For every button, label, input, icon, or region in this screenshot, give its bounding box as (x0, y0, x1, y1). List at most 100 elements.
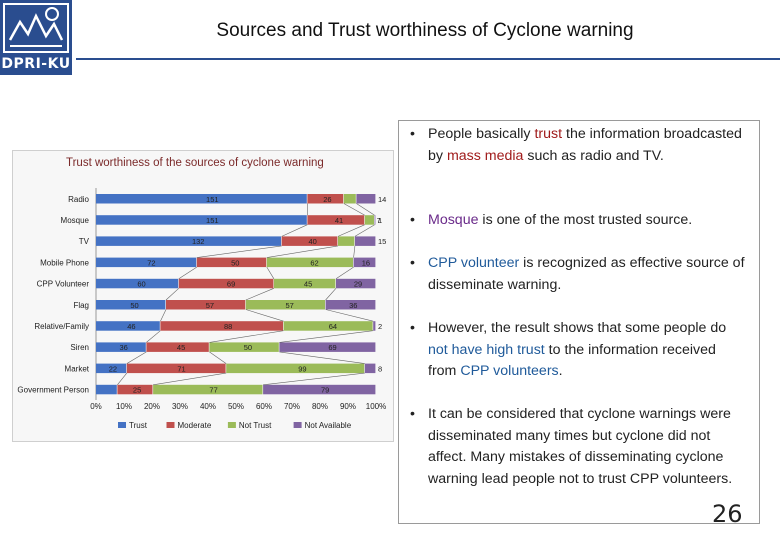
series-connector-line (354, 224, 375, 237)
data-label: 14 (378, 195, 386, 204)
series-connector-line (356, 203, 375, 216)
bar-segment-not-trust (266, 257, 353, 268)
text-segment: to the information received from (428, 341, 716, 380)
text-segment: the information broadcasted by (428, 126, 742, 164)
x-tick-label: 40% (200, 402, 216, 411)
series-connector-line (209, 330, 284, 343)
text-segment: such as radio and TV. (523, 147, 664, 164)
bar-segment-not-trust (226, 363, 365, 374)
slide-title: Sources and Trust worthiness of Cyclone … (216, 20, 634, 41)
bullet-symbol: • (410, 406, 415, 422)
bar-segment-moderate (281, 236, 338, 246)
bar-segment-trust (96, 194, 307, 204)
data-label: 2 (378, 322, 382, 331)
series-connector-line (325, 309, 374, 322)
data-label: 60 (137, 280, 145, 289)
bar-segment-not-trust (153, 384, 263, 395)
bar-segment-not-trust (338, 236, 355, 246)
series-connector-line (279, 330, 374, 343)
legend-swatch (293, 422, 302, 428)
series-connector-line (266, 266, 275, 279)
bar-segment-not-trust (209, 342, 279, 352)
series-connector-line (245, 309, 284, 322)
page-number: 26 (712, 500, 743, 528)
data-label: 8 (378, 364, 382, 373)
data-label: 88 (224, 322, 232, 331)
logo-text: DPRI-KU (1, 56, 71, 72)
bar-segment-not-trust (245, 300, 325, 310)
bullet-symbol: • (410, 320, 415, 336)
bar-segment-moderate (126, 363, 226, 374)
data-label: 29 (354, 280, 362, 289)
category-label: TV (79, 237, 90, 246)
x-tick-label: 70% (284, 402, 300, 411)
bullet-symbol: • (410, 212, 415, 228)
bar-segment-moderate (166, 300, 246, 310)
dpri-logo: DPRI-KU (0, 0, 72, 75)
bar-segment-trust (96, 384, 117, 395)
data-label: 57 (286, 301, 294, 310)
series-connector-line (245, 288, 275, 301)
category-label: Radio (68, 195, 89, 204)
data-label: 57 (206, 301, 214, 310)
bar-segment-trust (96, 278, 179, 289)
title-divider (76, 58, 780, 60)
bullet-text-box (398, 120, 760, 524)
bar-segment-not-available (325, 300, 376, 310)
bar-segment-not-available (353, 257, 376, 268)
data-label: 99 (298, 364, 306, 373)
data-label: 72 (147, 258, 155, 267)
bar-segment-trust (96, 321, 160, 331)
series-connector-line (209, 351, 227, 364)
bullet-text: CPP volunteer is recognized as effective… (428, 253, 748, 296)
bar-segment-not-available (263, 384, 376, 395)
highlighted-text: CPP volunteers (460, 363, 559, 379)
data-label: 45 (177, 343, 185, 352)
x-tick-label: 20% (144, 402, 160, 411)
data-label: 36 (349, 301, 357, 310)
bar-segment-not-trust (273, 278, 336, 289)
data-label: 15 (378, 237, 386, 246)
data-label: 50 (130, 301, 138, 310)
data-label: 26 (323, 195, 331, 204)
text-segment: is recognized as effective source of dis… (428, 255, 745, 293)
text-segment: It can be considered that cyclone warnin… (428, 406, 733, 487)
bar-segment-moderate (307, 194, 344, 204)
bullet-text: Mosque is one of the most trusted source… (428, 210, 748, 232)
series-connector-line (178, 266, 197, 280)
bar-segment-not-available (336, 278, 376, 289)
data-label: 71 (177, 364, 185, 373)
data-label: 151 (206, 195, 219, 204)
category-label: Flag (73, 301, 89, 310)
series-connector-line (146, 330, 161, 343)
highlighted-text: mass media (446, 147, 524, 164)
x-tick-label: 0% (90, 402, 102, 411)
x-tick-label: 100% (366, 402, 386, 411)
series-connector-line (279, 351, 365, 364)
bullet-text: People basically trust the information b… (428, 124, 748, 167)
bar-segment-not-trust (364, 215, 374, 225)
category-label: CPP Volunteer (37, 280, 90, 289)
data-label: 22 (109, 364, 117, 373)
x-tick-label: 80% (312, 402, 328, 411)
data-label: 62 (310, 258, 318, 267)
series-connector-line (337, 224, 365, 237)
bar-segment-moderate (117, 384, 153, 395)
bar-segment-moderate (146, 342, 209, 352)
series-connector-line (325, 288, 337, 301)
bullet-text: However, the result shows that some peop… (428, 318, 748, 383)
bar-segment-moderate (160, 321, 283, 331)
bullet-symbol: • (410, 255, 415, 271)
legend-label: Moderate (178, 421, 212, 430)
bar-segment-trust (96, 215, 307, 225)
bar-segment-trust (96, 363, 127, 374)
bar-segment-moderate (307, 215, 365, 225)
series-connector-line (165, 288, 180, 301)
category-label: Government Person (17, 386, 89, 395)
series-connector-line (126, 351, 147, 364)
x-tick-label: 50% (228, 402, 244, 411)
x-tick-label: 30% (172, 402, 188, 411)
x-tick-label: 10% (116, 402, 132, 411)
data-label: 25 (133, 386, 141, 395)
chart-title: Trust worthiness of the sources of cyclo… (66, 157, 324, 169)
